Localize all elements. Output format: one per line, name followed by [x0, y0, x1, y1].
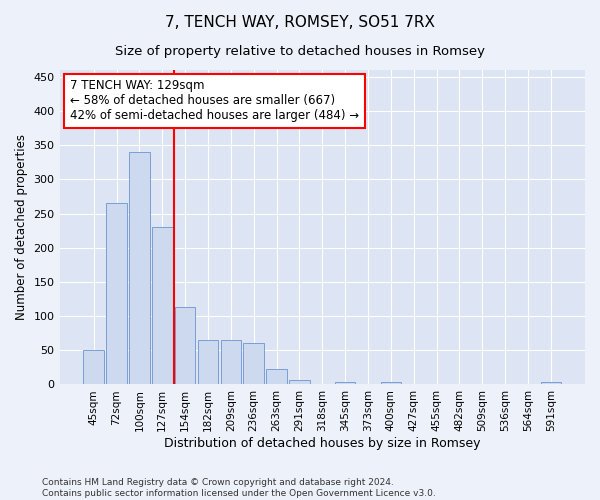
Bar	[83, 350, 104, 384]
Text: Contains HM Land Registry data © Crown copyright and database right 2024.
Contai: Contains HM Land Registry data © Crown c…	[42, 478, 436, 498]
Bar	[175, 307, 196, 384]
Bar	[244, 344, 264, 384]
Bar	[335, 382, 355, 384]
Bar	[152, 227, 173, 384]
Bar	[221, 340, 241, 384]
Bar	[106, 204, 127, 384]
Bar	[198, 340, 218, 384]
Bar	[289, 380, 310, 384]
Bar	[129, 152, 150, 384]
Bar	[541, 382, 561, 384]
Bar	[266, 368, 287, 384]
X-axis label: Distribution of detached houses by size in Romsey: Distribution of detached houses by size …	[164, 437, 481, 450]
Text: 7 TENCH WAY: 129sqm
← 58% of detached houses are smaller (667)
42% of semi-detac: 7 TENCH WAY: 129sqm ← 58% of detached ho…	[70, 80, 359, 122]
Bar	[380, 382, 401, 384]
Text: 7, TENCH WAY, ROMSEY, SO51 7RX: 7, TENCH WAY, ROMSEY, SO51 7RX	[165, 15, 435, 30]
Text: Size of property relative to detached houses in Romsey: Size of property relative to detached ho…	[115, 45, 485, 58]
Y-axis label: Number of detached properties: Number of detached properties	[15, 134, 28, 320]
